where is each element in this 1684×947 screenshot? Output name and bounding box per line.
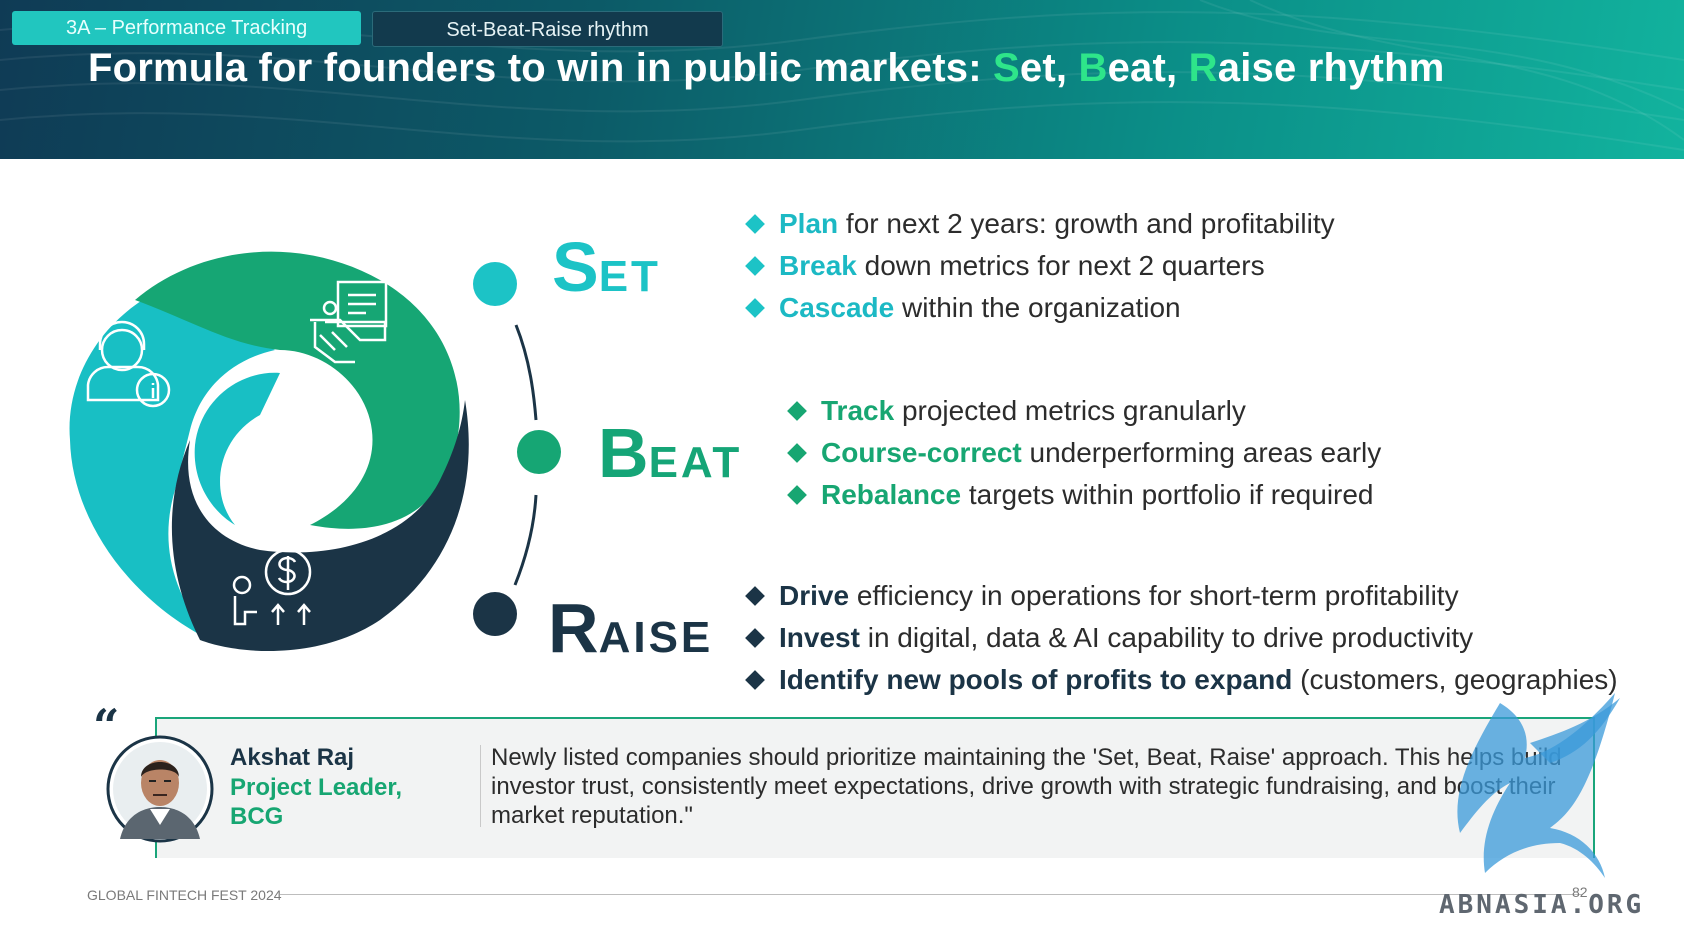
list-item: Invest in digital, data & AI capability … xyxy=(745,617,1618,659)
person-dollar-growth-icon xyxy=(232,548,312,626)
diamond-bullet-icon xyxy=(787,485,807,505)
diamond-bullet-icon xyxy=(745,586,765,606)
stage-timeline xyxy=(473,262,561,636)
raise-bullet-list: Drive efficiency in operations for short… xyxy=(745,575,1618,701)
stage-label-beat: BEAT xyxy=(598,414,743,492)
diamond-bullet-icon xyxy=(745,298,765,318)
list-item: Drive efficiency in operations for short… xyxy=(745,575,1618,617)
footer-divider xyxy=(280,894,1582,895)
person-avatar xyxy=(106,735,214,843)
stage-label-set: SET xyxy=(552,228,661,306)
set-bullet-list: Plan for next 2 years: growth and profit… xyxy=(745,203,1335,329)
site-watermark: ABNASIA.ORG xyxy=(1439,890,1645,920)
tab-performance-tracking[interactable]: 3A – Performance Tracking xyxy=(12,11,361,45)
cycle-segment-set xyxy=(69,290,275,640)
diamond-bullet-icon xyxy=(787,401,807,421)
raise-dot xyxy=(473,592,517,636)
list-item: Plan for next 2 years: growth and profit… xyxy=(745,203,1335,245)
griffin-watermark-icon xyxy=(1457,693,1620,878)
diamond-bullet-icon xyxy=(745,628,765,648)
page-number: 82 xyxy=(1572,884,1588,900)
list-item: Rebalance targets within portfolio if re… xyxy=(787,474,1381,516)
quote-divider xyxy=(480,745,481,827)
quote-author-role: Project Leader, BCG xyxy=(230,774,403,830)
handshake-document-icon xyxy=(310,280,388,364)
page-title: Formula for founders to win in public ma… xyxy=(88,46,1445,90)
set-beat-raise-cycle-graphic xyxy=(69,251,469,652)
list-item: Identify new pools of profits to expand … xyxy=(745,659,1618,701)
list-item: Course-correct underperforming areas ear… xyxy=(787,432,1381,474)
cycle-segment-raise xyxy=(171,400,469,652)
footer-event: GLOBAL FINTECH FEST 2024 xyxy=(87,887,282,903)
diamond-bullet-icon xyxy=(787,443,807,463)
support-agent-icon xyxy=(86,320,171,408)
stage-label-raise: RAISE xyxy=(548,589,714,667)
beat-dot xyxy=(517,430,561,474)
diamond-bullet-icon xyxy=(745,670,765,690)
wave-pattern-decoration xyxy=(0,0,1684,151)
diamond-bullet-icon xyxy=(745,214,765,234)
list-item: Cascade within the organization xyxy=(745,287,1335,329)
diamond-bullet-icon xyxy=(745,256,765,276)
quote-text: Newly listed companies should prioritize… xyxy=(491,744,1562,829)
quote-box xyxy=(155,717,1595,858)
quote-author-name: Akshat Raj xyxy=(230,744,355,771)
quote-icon: “ xyxy=(93,699,120,753)
set-dot xyxy=(473,262,517,306)
tab-set-beat-raise[interactable]: Set-Beat-Raise rhythm xyxy=(372,11,723,47)
list-item: Break down metrics for next 2 quarters xyxy=(745,245,1335,287)
header-banner: 3A – Performance Tracking Set-Beat-Raise… xyxy=(0,0,1684,159)
beat-bullet-list: Track projected metrics granularly Cours… xyxy=(787,390,1381,516)
list-item: Track projected metrics granularly xyxy=(787,390,1381,432)
